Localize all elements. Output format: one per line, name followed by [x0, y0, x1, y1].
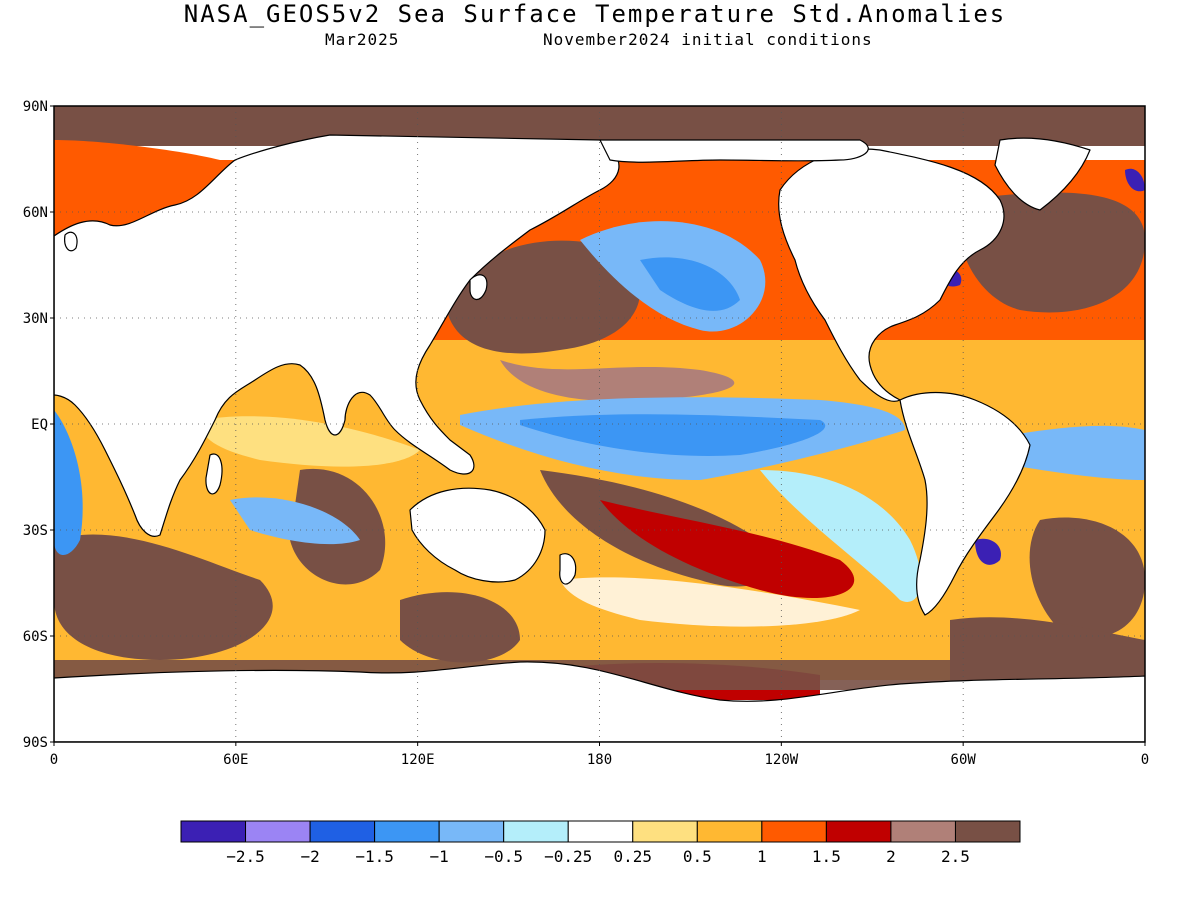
greenland — [994, 137, 1091, 211]
longitude-ticks: 0 60E 120E 180 120W 60W 0 — [50, 742, 1149, 768]
lat-tick-label: EQ — [31, 417, 48, 433]
colorbar-swatch — [245, 820, 311, 843]
madagascar — [205, 453, 223, 495]
lon-tick-label: 180 — [587, 752, 612, 768]
lat-tick-label: 90S — [23, 735, 48, 751]
colorbar-label: −1.5 — [355, 847, 394, 866]
new-zealand — [559, 553, 577, 585]
australia — [409, 487, 546, 583]
colorbar-label: 2.5 — [941, 847, 970, 866]
initial-conditions: November2024 initial conditions — [543, 30, 873, 49]
lon-tick-label: 60W — [951, 752, 977, 768]
colorbar-label: 1.5 — [812, 847, 841, 866]
lat-tick-label: 60N — [23, 205, 48, 221]
colorbar-label: −2.5 — [226, 847, 265, 866]
arctic-land — [599, 139, 869, 163]
colorbar-swatch — [567, 820, 634, 843]
lat-tick-label: 30S — [23, 523, 48, 539]
colorbar-swatch — [309, 820, 376, 843]
colorbar: −2.5 −2 −1.5 −1 −0.5 −0.25 0.25 0.5 1 1.5 2 2.5 — [180, 820, 1021, 866]
lon-tick-label: 120W — [764, 752, 798, 768]
colorbar-label: −2 — [300, 847, 319, 866]
colorbar-label: −0.25 — [544, 847, 592, 866]
colorbar-swatch — [696, 820, 763, 843]
colorbar-swatch — [954, 820, 1021, 843]
colorbar-swatch — [503, 820, 569, 843]
uk — [64, 231, 78, 252]
antarctica — [54, 661, 1145, 742]
colorbar-label: 0.5 — [683, 847, 712, 866]
colorbar-label: 0.25 — [614, 847, 653, 866]
colorbar-label: 1 — [757, 847, 767, 866]
south-america — [899, 391, 1031, 616]
figure-title: NASA_GEOS5v2 Sea Surface Temperature Std… — [183, 0, 1007, 28]
lon-tick-label: 0 — [50, 752, 58, 768]
colorbar-swatch — [761, 820, 827, 843]
lat-tick-label: 30N — [23, 311, 48, 327]
colorbar-swatch — [632, 820, 698, 843]
colorbar-swatch — [825, 820, 892, 843]
lon-tick-label: 0 — [1141, 752, 1149, 768]
colorbar-label: −1 — [430, 847, 449, 866]
lon-tick-label: 120E — [401, 752, 435, 768]
lat-tick-label: 90N — [23, 99, 48, 115]
latitude-ticks: 90N 60N 30N EQ 30S 60S 90S — [23, 99, 54, 751]
colorbar-label: 2 — [886, 847, 896, 866]
japan — [469, 274, 488, 300]
lat-lon-grid — [54, 106, 1145, 742]
lat-tick-label: 60S — [23, 629, 48, 645]
eurasia-africa — [54, 134, 620, 537]
cool-anomaly-regions — [54, 168, 1145, 627]
colorbar-swatch — [438, 820, 505, 843]
lon-tick-label: 60E — [223, 752, 248, 768]
colorbar-swatch — [180, 820, 247, 843]
colorbar-label: −0.5 — [484, 847, 523, 866]
colorbar-swatch — [374, 820, 440, 843]
forecast-month: Mar2025 — [325, 30, 400, 49]
colorbar-swatch — [890, 820, 956, 843]
